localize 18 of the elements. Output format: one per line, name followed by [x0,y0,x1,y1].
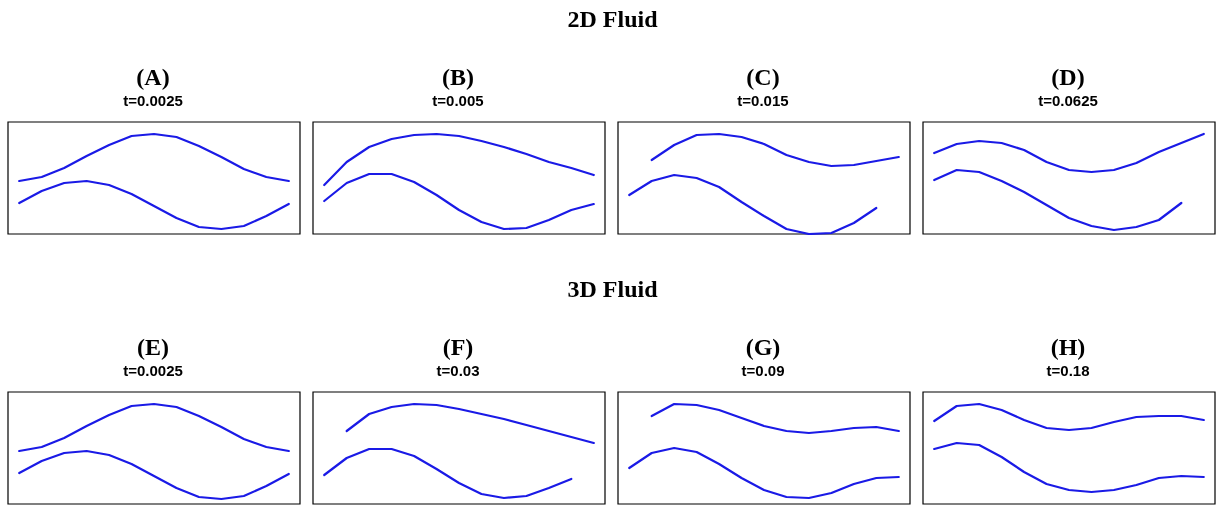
chart-subtitle: t=0.005 [432,92,484,109]
chart-subtitle: t=0.015 [737,92,789,109]
chart-title: (C) [746,64,780,90]
chart-subtitle: t=0.0625 [1038,92,1098,109]
chart-title: (D) [1051,64,1085,90]
chart-title: (H) [1050,334,1086,360]
chart-title: (B) [442,64,474,90]
text: 2D Fluid [566,6,659,33]
chart-title: (E) [137,334,169,360]
text: 3D Fluid [566,276,659,303]
chart-subtitle: t=0.09 [741,362,785,379]
chart-title: (F) [442,334,474,360]
chart-subtitle: t=0.03 [436,362,480,379]
chart-subtitle: t=0.0025 [123,362,183,379]
chart-subtitle: t=0.18 [1046,362,1090,379]
chart-title: (G) [745,334,781,360]
chart-subtitle: t=0.0025 [123,92,183,109]
chart-title: (A) [136,64,170,90]
